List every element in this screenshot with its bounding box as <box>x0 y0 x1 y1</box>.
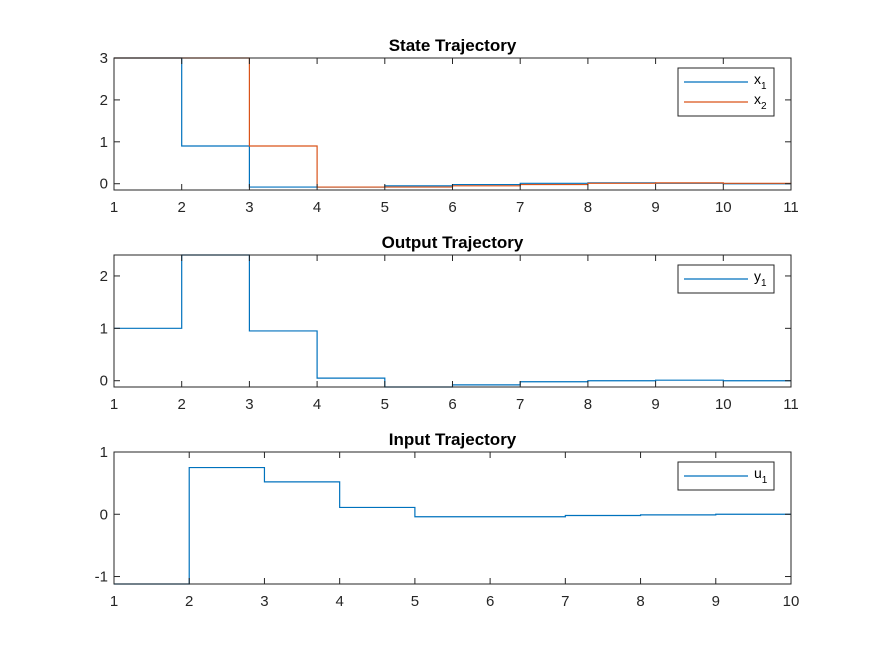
x-tick-label: 4 <box>313 199 321 216</box>
legend-entry: x2 <box>754 91 767 112</box>
series-line-u1 <box>114 466 791 585</box>
x-tick-label: 11 <box>783 396 799 413</box>
axes-box <box>113 451 792 585</box>
y-tick-label: -1 <box>95 569 108 586</box>
axes-3: 1 2 3 4 5 6 7 8 9 10 -1 0 1 Input Trajectory u1 <box>95 430 800 610</box>
x-tick-label: 10 <box>715 396 732 413</box>
x-tick-label: 9 <box>651 199 659 216</box>
x-tick-label: 2 <box>185 593 193 610</box>
x-tick-label: 6 <box>448 199 456 216</box>
x-tick-label: 9 <box>712 593 720 610</box>
x-tick-label: 6 <box>486 593 494 610</box>
legend[interactable]: u1 <box>677 461 775 491</box>
y-tick-label: 0 <box>100 373 108 390</box>
y-tick-label: 3 <box>100 50 108 67</box>
legend-entry: x1 <box>754 71 767 92</box>
legend-entry: u1 <box>754 465 768 486</box>
x-tick-label: 8 <box>584 199 592 216</box>
y-tick-label: 1 <box>100 134 108 151</box>
y-tick-label: 2 <box>100 268 108 285</box>
axes-title: Input Trajectory <box>389 430 517 449</box>
y-tick-label: 0 <box>100 176 108 193</box>
x-tick-label: 7 <box>561 593 569 610</box>
x-tick-label: 3 <box>260 593 268 610</box>
y-tick-label: 1 <box>100 444 108 461</box>
x-tick-label: 10 <box>783 593 800 610</box>
y-tick-label: 2 <box>100 92 108 109</box>
legend-entry: y1 <box>754 268 767 289</box>
x-tick-label: 6 <box>448 396 456 413</box>
axes-title: Output Trajectory <box>382 233 524 252</box>
x-tick-label: 3 <box>245 199 253 216</box>
legend-box <box>677 67 775 117</box>
axes-title: State Trajectory <box>389 36 517 55</box>
x-tick-label: 4 <box>313 396 321 413</box>
x-tick-label: 8 <box>636 593 644 610</box>
x-tick-label: 10 <box>715 199 732 216</box>
x-tick-label: 2 <box>178 199 186 216</box>
x-tick-label: 5 <box>381 396 389 413</box>
x-tick-label: 1 <box>110 593 118 610</box>
x-tick-label: 5 <box>381 199 389 216</box>
x-tick-label: 4 <box>335 593 343 610</box>
x-tick-label: 7 <box>516 396 524 413</box>
x-tick-label: 11 <box>783 199 799 216</box>
legend[interactable]: y1 <box>677 264 775 294</box>
x-tick-label: 1 <box>110 199 118 216</box>
x-tick-label: 8 <box>584 396 592 413</box>
x-tick-label: 7 <box>516 199 524 216</box>
y-tick-label: 1 <box>100 320 108 337</box>
y-tick-label: 0 <box>100 506 108 523</box>
x-tick-label: 9 <box>651 396 659 413</box>
x-tick-label: 3 <box>245 396 253 413</box>
x-tick-label: 5 <box>411 593 419 610</box>
x-tick-label: 2 <box>178 396 186 413</box>
x-tick-label: 1 <box>110 396 118 413</box>
